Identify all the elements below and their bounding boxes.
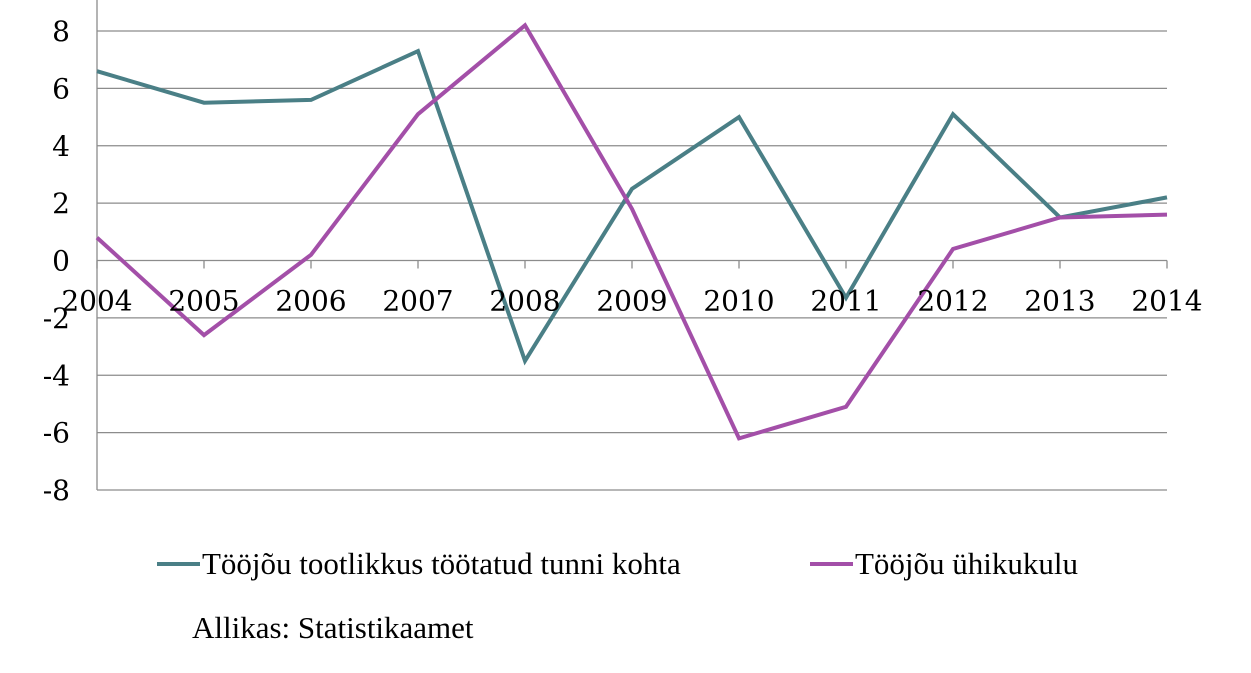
x-tick-label: 2008 — [489, 285, 560, 318]
gridlines — [97, 30, 1167, 491]
legend-label-unit-cost: Tööjõu ühikukulu — [855, 546, 1078, 581]
x-tick-label: 2004 — [61, 285, 132, 318]
y-tick-label: -6 — [43, 417, 70, 450]
x-tick-label: 2009 — [596, 285, 667, 318]
x-tick-label: 2006 — [275, 285, 346, 318]
source-note: Allikas: Statistikaamet — [192, 610, 474, 645]
x-tick-label: 2013 — [1024, 285, 1095, 318]
x-tick-label: 2012 — [917, 285, 988, 318]
x-tick-label: 2007 — [382, 285, 453, 318]
y-tick-label: 4 — [52, 130, 70, 163]
series-lines — [95, 22, 1168, 441]
x-tick-label: 2010 — [703, 285, 774, 318]
x-tick-label: 2014 — [1131, 285, 1202, 318]
legend: Tööjõu tootlikkus töötatud tunni kohta T… — [157, 546, 1078, 581]
series-line-productivity — [96, 48, 1168, 366]
legend-label-productivity: Tööjõu tootlikkus töötatud tunni kohta — [202, 546, 681, 581]
x-tick-label: 2011 — [810, 285, 881, 318]
axes — [96, 0, 1168, 490]
series-line-unit-cost — [95, 22, 1168, 441]
y-tick-label: -8 — [43, 474, 70, 507]
y-tick-label: 0 — [52, 245, 70, 278]
x-tick-labels: 2004 2005 2006 2007 2008 2009 2010 2011 2012 2013… — [61, 285, 1202, 318]
y-tick-label: 2 — [52, 187, 70, 220]
y-tick-label: -2 — [43, 302, 70, 335]
x-tick-label: 2005 — [168, 285, 239, 318]
y-tick-label: 6 — [52, 72, 70, 105]
y-tick-label: -4 — [43, 359, 70, 392]
y-tick-label: 8 — [52, 15, 70, 48]
y-tick-labels: 8 6 4 2 0 -2 -4 -6 -8 — [43, 15, 70, 507]
